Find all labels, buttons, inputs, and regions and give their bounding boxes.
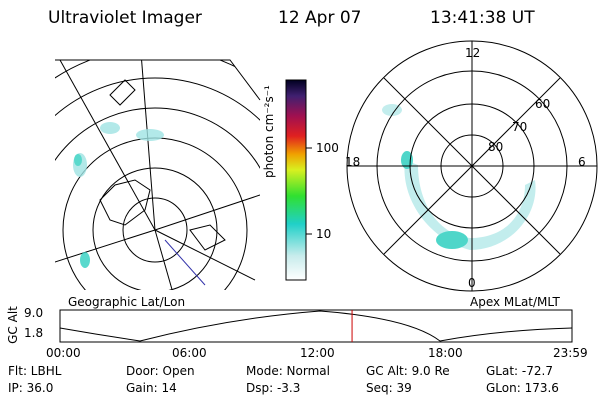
colorbar-tick-100: 100 — [316, 141, 339, 155]
geo-caption: Geographic Lat/Lon — [68, 295, 186, 309]
lat-label-60: 60 — [535, 97, 551, 111]
instrument-title: Ultraviolet Imager — [48, 8, 202, 28]
mode-status: Mode: Normal — [246, 364, 330, 378]
mlt-label-18: 18 — [345, 155, 361, 169]
ip-status: IP: 36.0 — [8, 381, 54, 395]
dsp-status: Dsp: -3.3 — [246, 381, 301, 395]
colorbar — [285, 79, 307, 281]
mlt-label-0: 0 — [468, 276, 476, 290]
time-label: 13:41:38 UT — [430, 8, 535, 28]
mlt-label-12: 12 — [465, 46, 481, 60]
glon-status: GLon: 173.6 — [486, 381, 559, 395]
gcalt-status: GC Alt: 9.0 Re — [366, 364, 450, 378]
colorbar-unit-label: photon cm⁻²s⁻¹ — [262, 85, 276, 178]
timeline-xtick-4: 23:59 — [553, 346, 588, 360]
gain-status: Gain: 14 — [126, 381, 177, 395]
filter-status: Flt: LBHL — [8, 364, 62, 378]
seq-status: Seq: 39 — [366, 381, 412, 395]
glat-status: GLat: -72.7 — [486, 364, 553, 378]
timeline-ytick-low: 1.8 — [24, 326, 44, 340]
timeline-ylabel: GC Alt — [5, 306, 20, 344]
mlt-label-6: 6 — [578, 155, 586, 169]
date-label: 12 Apr 07 — [278, 8, 362, 28]
lat-label-80: 80 — [488, 140, 504, 154]
timeline-xtick-2: 12:00 — [300, 346, 335, 360]
timeline-ytick-high: 9.0 — [24, 306, 44, 320]
door-status: Door: Open — [126, 364, 195, 378]
polar-caption: Apex MLat/MLT — [470, 295, 560, 309]
geographic-map — [55, 60, 260, 290]
polar-map — [346, 40, 598, 292]
timeline-xtick-0: 00:00 — [46, 346, 81, 360]
colorbar-tick-10: 10 — [316, 227, 332, 241]
timeline-xtick-1: 06:00 — [172, 346, 207, 360]
timeline-xtick-3: 18:00 — [428, 346, 463, 360]
altitude-timeline — [59, 309, 573, 343]
lat-label-70: 70 — [512, 120, 528, 134]
